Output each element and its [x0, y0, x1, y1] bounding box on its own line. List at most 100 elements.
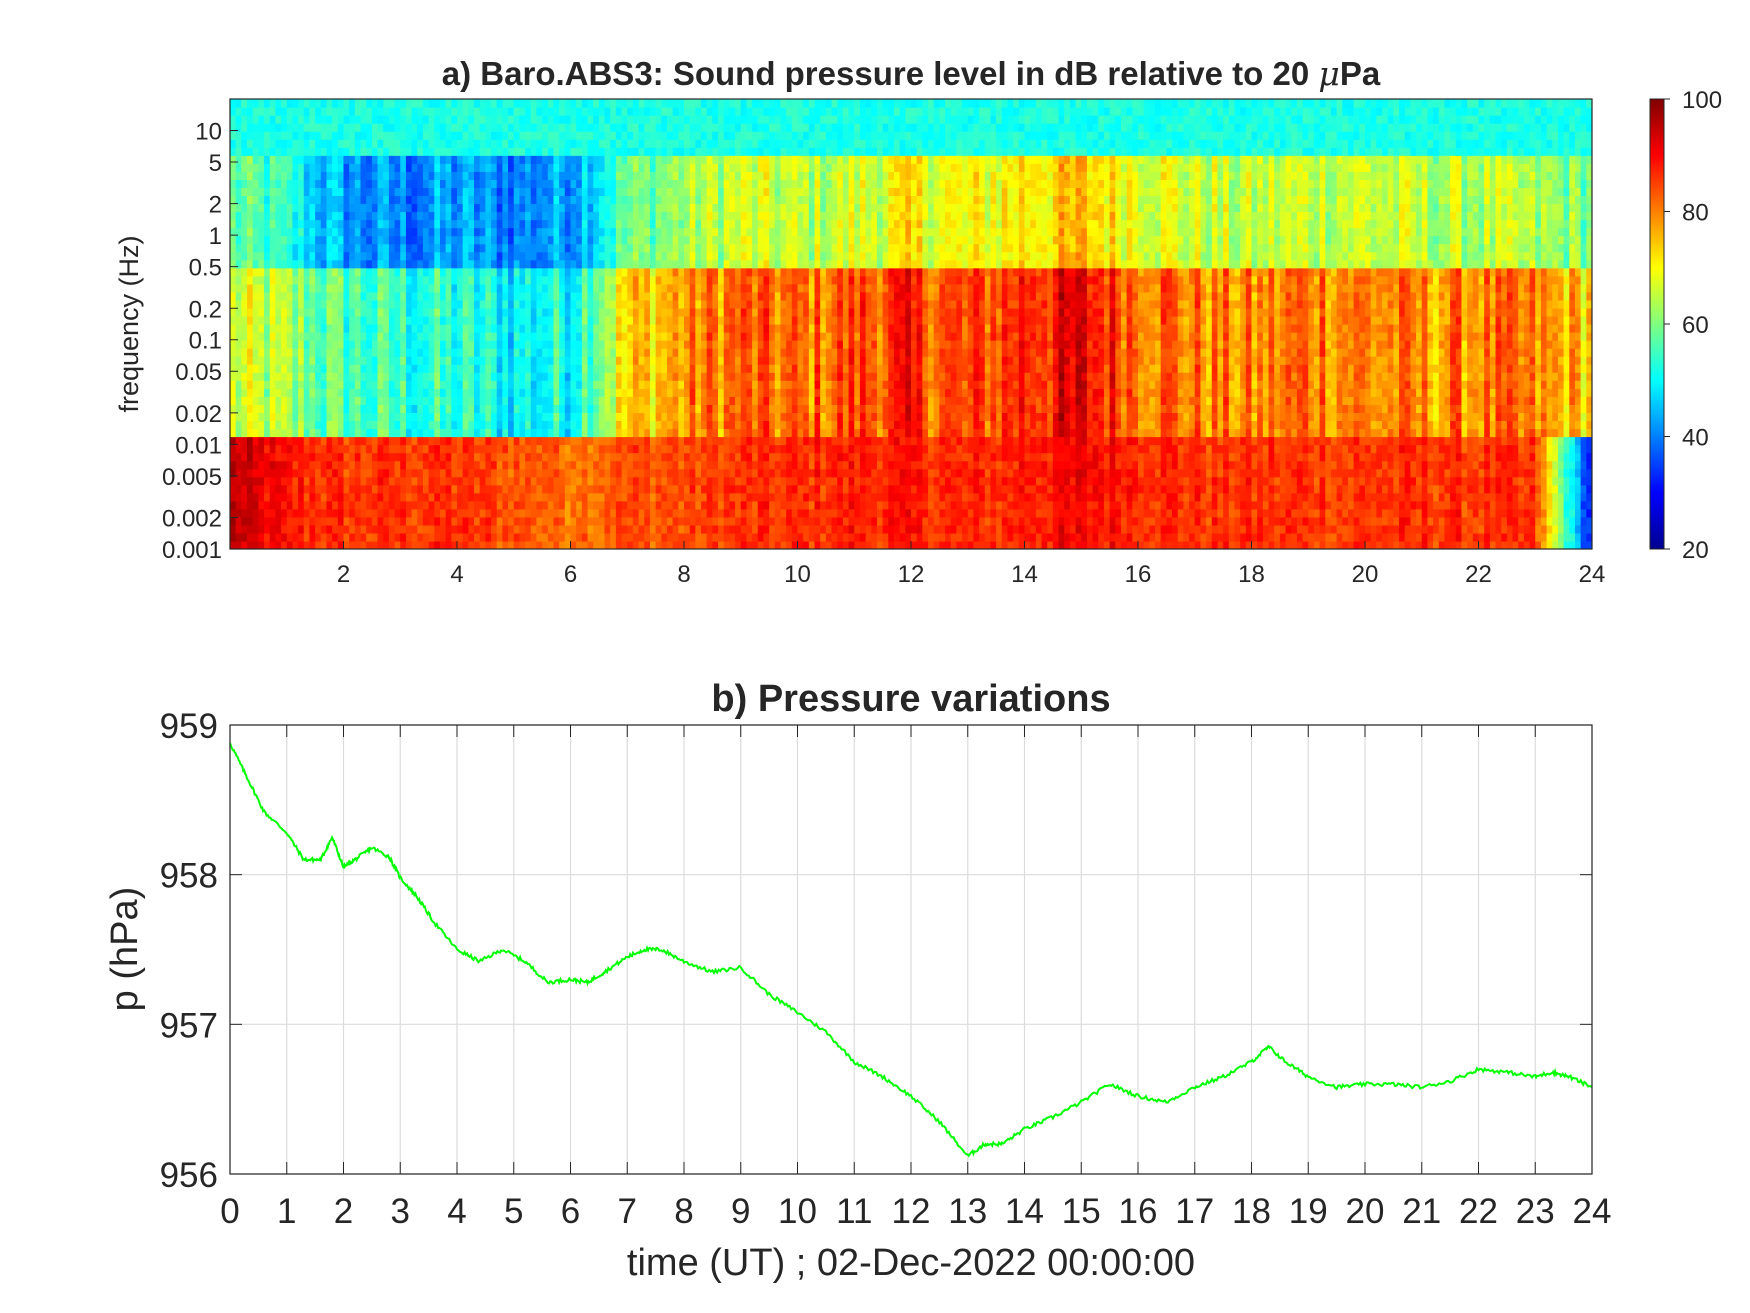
spectrogram-cell — [530, 340, 538, 349]
spectrogram-cell — [235, 283, 242, 293]
spectrogram-cell — [604, 364, 611, 373]
spectrogram-cell — [343, 492, 350, 502]
spectrogram-cell — [298, 412, 305, 422]
spectrogram-cell — [349, 283, 356, 293]
spectrogram-cell — [422, 243, 430, 253]
spectrogram-cell — [615, 532, 623, 542]
spectrogram-cell — [388, 163, 396, 172]
spectrogram-cell — [678, 203, 685, 213]
spectrogram-cell — [468, 404, 475, 413]
spectrogram-cell — [428, 219, 435, 229]
spectrogram-cell — [621, 532, 628, 542]
spectrogram-cell — [678, 299, 685, 309]
spectrogram-cell — [258, 420, 265, 430]
spectrogram-cell — [564, 147, 572, 156]
spectrogram-cell — [332, 388, 339, 397]
spectrogram-cell — [264, 283, 271, 293]
spectrogram-cell — [349, 516, 356, 526]
spectrogram-cell — [462, 388, 469, 397]
spectrogram-cell — [564, 243, 572, 253]
spectrogram-cell — [576, 99, 583, 108]
spectrogram-cell — [485, 476, 492, 486]
spectrogram-cell — [542, 179, 549, 188]
spectrogram-cell — [383, 412, 390, 422]
spectrogram-cell — [428, 155, 435, 164]
spectrogram-cell — [519, 219, 526, 229]
spectrogram-cell — [587, 324, 594, 333]
spectrogram-cell — [496, 147, 503, 156]
spectrogram-cell — [474, 388, 481, 397]
spectrogram-cell — [451, 516, 458, 526]
spectrogram-cell — [718, 99, 725, 108]
spectrogram-cell — [309, 147, 316, 156]
spectrogram-cell — [553, 364, 560, 373]
spectrogram-cell — [247, 452, 254, 462]
spectrogram-cell — [695, 524, 702, 534]
spectrogram-cell — [621, 412, 628, 422]
spectrogram-cell — [286, 388, 294, 397]
spectrogram-cell — [281, 99, 288, 108]
spectrogram-cell — [303, 444, 311, 454]
spectrogram-cell — [496, 340, 503, 349]
spectrogram-cell — [451, 404, 458, 413]
spectrogram-cell — [547, 380, 555, 389]
spectrogram-cell — [451, 131, 458, 140]
spectrogram-cell — [649, 307, 657, 317]
spectrogram-cell — [405, 219, 413, 229]
spectrogram-cell — [315, 107, 322, 116]
spectrogram-cell — [723, 115, 730, 124]
spectrogram-cell — [496, 275, 503, 285]
spectrogram-cell — [428, 227, 435, 237]
spectrogram-cell — [292, 340, 299, 349]
spectrogram-cell — [303, 532, 311, 542]
spectrogram-cell — [615, 203, 623, 213]
spectrogram-cell — [332, 219, 339, 229]
spectrogram-cell — [303, 324, 311, 333]
spectrogram-cell — [536, 291, 543, 301]
spectrogram-cell — [479, 227, 486, 237]
spectrogram-cell — [491, 468, 498, 478]
spectrogram-cell — [332, 291, 339, 301]
spectrogram-cell — [349, 532, 356, 542]
spectrogram-cell — [701, 428, 708, 438]
spectrogram-cell — [525, 195, 532, 205]
spectrogram-cell — [729, 187, 736, 197]
spectrogram-cell — [241, 163, 248, 172]
spectrogram-cell — [269, 372, 276, 381]
spectrogram-cell — [411, 115, 418, 124]
spectrogram-cell — [337, 500, 345, 510]
spectrogram-cell — [343, 460, 350, 470]
spectrogram-cell — [235, 235, 242, 245]
spectrogram-cell — [655, 291, 662, 301]
spectrogram-cell — [729, 412, 736, 422]
spectrogram-cell — [729, 540, 736, 549]
spectrogram-cell — [309, 404, 316, 413]
spectrogram-cell — [462, 187, 469, 197]
spectrogram-cell — [241, 540, 248, 549]
spectrogram-cell — [434, 267, 441, 277]
spectrogram-cell — [695, 532, 702, 542]
spectrogram-cell — [468, 291, 475, 301]
spectrogram-cell — [587, 476, 594, 486]
spectrogram-cell — [264, 404, 271, 413]
spectrogram-cell — [247, 340, 254, 349]
spectrogram-cell — [701, 540, 708, 549]
spectrogram-cell — [496, 131, 503, 140]
spectrogram-cell — [298, 235, 305, 245]
spectrogram-cell — [661, 324, 668, 333]
spectrogram-cell — [576, 123, 583, 132]
spectrogram-cell — [632, 516, 640, 526]
spectrogram-cell — [536, 452, 543, 462]
spectrogram-cell — [439, 107, 447, 116]
spectrogram-cell — [587, 307, 594, 317]
spectrogram-cell — [496, 115, 503, 124]
spectrogram-cell — [275, 251, 282, 261]
spectrogram-cell — [576, 219, 583, 229]
spectrogram-cell — [593, 235, 600, 245]
spectrogram-cell — [349, 420, 356, 430]
spectrogram-cell — [672, 380, 679, 389]
spectrogram-cell — [417, 251, 424, 261]
spectrogram-cell — [695, 404, 702, 413]
spectrogram-cell — [264, 195, 271, 205]
spectrogram-cell — [621, 492, 628, 502]
